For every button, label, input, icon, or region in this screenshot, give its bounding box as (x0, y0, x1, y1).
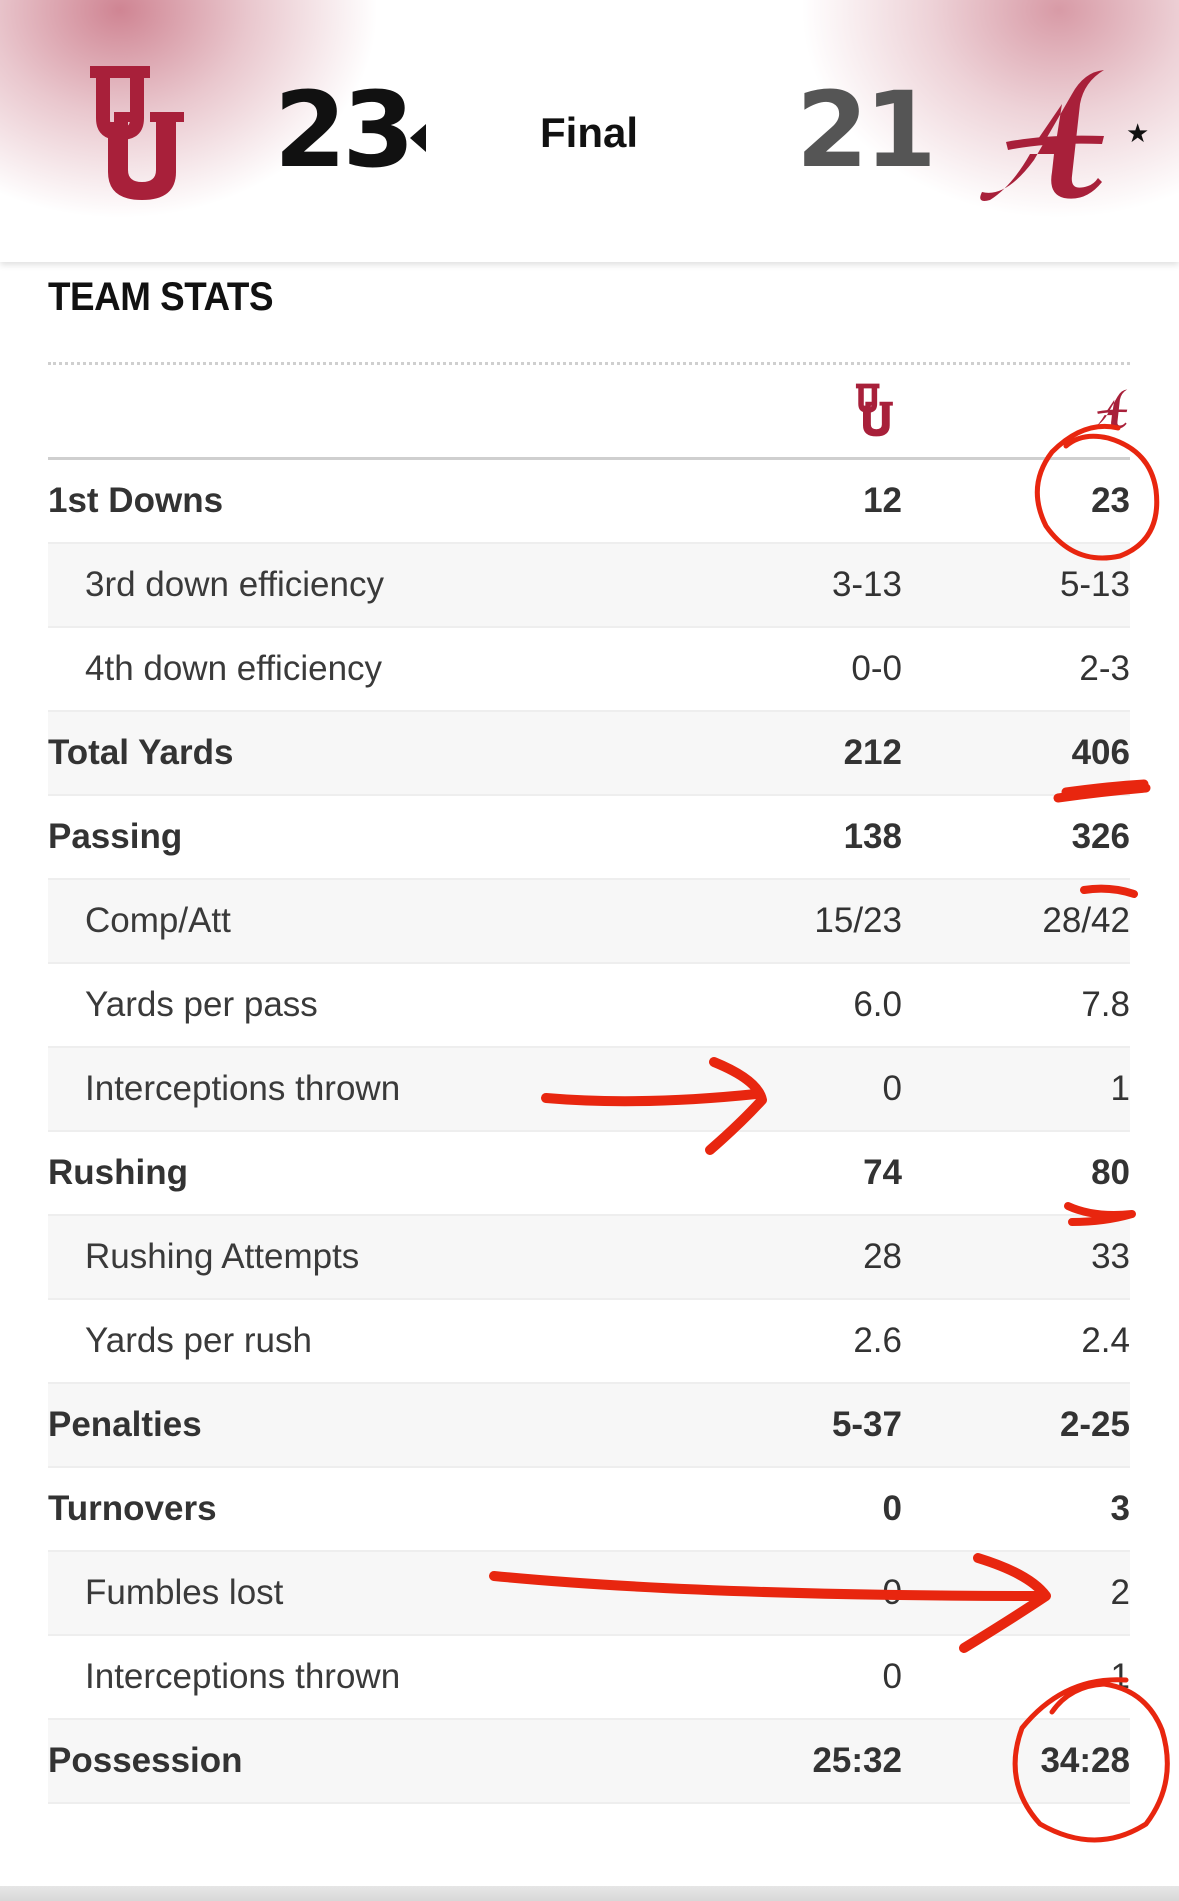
away-stat-value: 2.4 (1081, 1321, 1130, 1360)
home-stat-value: 3-13 (831, 565, 902, 604)
home-stat-value: 0 (882, 1657, 902, 1696)
away-stat-value: 1 (1110, 1069, 1130, 1108)
stat-label: Total Yards (48, 733, 234, 772)
stat-row: Rushing Attempts 28 33 (48, 1216, 1130, 1300)
team-stats-table: 1st Downs 12 23 3rd down efficiency 3-13 5-13… (48, 460, 1130, 1804)
home-stat-value: 0 (882, 1573, 902, 1612)
table-header-rule (48, 457, 1130, 460)
away-stat-value: 2-3 (1079, 649, 1130, 688)
stat-row: Total Yards 212 406 (48, 712, 1130, 796)
away-stat-value: 2 (1110, 1573, 1130, 1612)
ou-logo-icon[interactable] (80, 66, 192, 200)
stat-label: Turnovers (48, 1489, 217, 1528)
away-stat-value: 5-13 (1059, 565, 1130, 604)
home-stat-value: 0 (882, 1489, 902, 1528)
away-color-glow (799, 0, 1179, 220)
away-stat-value: 33 (1091, 1237, 1130, 1276)
home-stat-value: 15/23 (814, 901, 902, 940)
stat-row: Interceptions thrown 0 1 (48, 1048, 1130, 1132)
alabama-logo-icon[interactable] (976, 64, 1126, 204)
home-stat-value: 12 (863, 481, 902, 520)
away-stat-value: 28/42 (1042, 901, 1130, 940)
away-stat-value: 80 (1091, 1153, 1130, 1192)
home-stat-value: 6.0 (853, 985, 902, 1024)
stat-row: 1st Downs 12 23 (48, 460, 1130, 544)
scoreboard-header: 23 Final 21 ★ (0, 0, 1179, 262)
stat-row: Turnovers 0 3 (48, 1468, 1130, 1552)
stat-label: Penalties (48, 1405, 202, 1444)
divider (48, 362, 1130, 365)
away-stat-value: 23 (1091, 481, 1130, 520)
stat-label: 1st Downs (48, 481, 224, 520)
home-stat-value: 25:32 (812, 1741, 902, 1780)
stat-label: Rushing (48, 1153, 188, 1192)
game-status: Final (540, 109, 639, 156)
stat-row: Yards per rush 2.6 2.4 (48, 1300, 1130, 1384)
stat-label: Yards per rush (85, 1321, 312, 1360)
away-stat-value: 1 (1110, 1657, 1130, 1696)
ou-column-logo-icon (855, 383, 893, 437)
away-stat-value: 3 (1110, 1489, 1130, 1528)
stat-row: Fumbles lost 0 2 (48, 1552, 1130, 1636)
alabama-column-logo-icon (1089, 389, 1128, 430)
winner-triangle-icon (410, 124, 426, 152)
stat-label: Comp/Att (85, 901, 231, 940)
home-color-glow (0, 0, 380, 220)
away-stat-value: 2-25 (1059, 1405, 1130, 1444)
away-stat-value: 326 (1071, 817, 1130, 856)
stat-label: Interceptions thrown (85, 1657, 401, 1696)
star-icon: ★ (1126, 118, 1150, 148)
stat-label: Yards per pass (85, 985, 318, 1024)
away-stat-value: 7.8 (1081, 985, 1130, 1024)
stat-row: Comp/Att 15/23 28/42 (48, 880, 1130, 964)
stat-row: Penalties 5-37 2-25 (48, 1384, 1130, 1468)
away-stat-value: 34:28 (1040, 1741, 1130, 1780)
stat-label: 4th down efficiency (85, 649, 383, 688)
home-score: 23 (274, 69, 415, 191)
home-stat-value: 0 (882, 1069, 902, 1108)
card-bottom-edge (0, 1886, 1179, 1901)
stat-row: Interceptions thrown 0 1 (48, 1636, 1130, 1720)
stat-label: Fumbles lost (85, 1573, 284, 1612)
stat-row: 4th down efficiency 0-0 2-3 (48, 628, 1130, 712)
home-stat-value: 74 (863, 1153, 902, 1192)
home-stat-value: 212 (843, 733, 902, 772)
home-stat-value: 28 (863, 1237, 902, 1276)
away-score: 21 (796, 69, 937, 191)
home-stat-value: 2.6 (853, 1321, 902, 1360)
stat-row: Rushing 74 80 (48, 1132, 1130, 1216)
stat-row: Yards per pass 6.0 7.8 (48, 964, 1130, 1048)
stat-row: 3rd down efficiency 3-13 5-13 (48, 544, 1130, 628)
stat-row: Passing 138 326 (48, 796, 1130, 880)
stat-label: Interceptions thrown (85, 1069, 401, 1108)
home-stat-value: 138 (843, 817, 902, 856)
home-stat-value: 0-0 (851, 649, 902, 688)
team-stats-title: TEAM STATS (48, 275, 274, 319)
home-stat-value: 5-37 (831, 1405, 902, 1444)
stat-label: Rushing Attempts (85, 1237, 360, 1276)
stat-label: 3rd down efficiency (85, 565, 384, 604)
stat-row: Possession 25:32 34:28 (48, 1720, 1130, 1804)
stat-label: Possession (48, 1741, 243, 1780)
stat-label: Passing (48, 817, 183, 856)
away-stat-value: 406 (1071, 733, 1130, 772)
